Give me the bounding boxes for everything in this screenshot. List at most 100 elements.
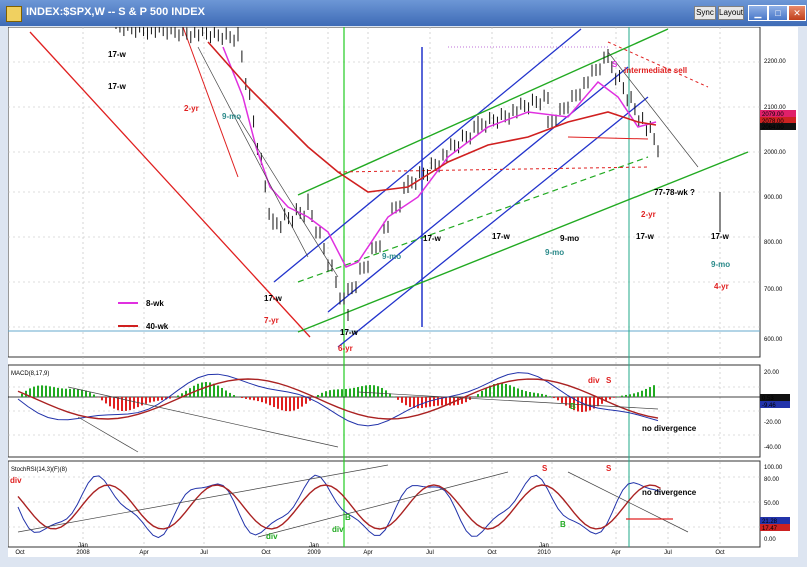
stoch-axis-tick: 50.00 [764, 501, 780, 507]
legend-40wk-label: 40-wk [146, 322, 169, 331]
stoch-annotation-b: B [560, 520, 566, 529]
macd-annotation-no-divergence: no divergence [642, 424, 697, 433]
stoch-annotation-s: S [606, 464, 612, 473]
price-annotation-label: 17-w [636, 232, 655, 241]
x-axis-subtick: Jan [309, 543, 319, 549]
ma-40wk-line [207, 41, 657, 193]
x-axis-tick: Jul [426, 550, 434, 556]
price-axis-tick: 800.00 [764, 240, 783, 246]
stoch-annotation-no-divergence: no divergence [642, 488, 697, 497]
price-marker-value: 2064.00 [762, 125, 784, 131]
legend-8wk-label: 8-wk [146, 299, 164, 308]
price-axis-tick: 2000.00 [764, 150, 786, 156]
price-annotation-label: 17-w [492, 232, 511, 241]
stoch-axis-tick: 80.00 [764, 477, 780, 483]
price-annotation-label: 9-mo [560, 234, 579, 243]
x-axis-tick: Oct [15, 550, 25, 556]
macd-annotation-div: div [588, 376, 600, 385]
price-annotation-label: 7-yr [264, 316, 279, 325]
x-axis-subtick: Jan [539, 543, 549, 549]
price-annotation-label: 17-w [423, 234, 442, 243]
green-channel-lower [297, 151, 749, 333]
x-axis-tick: Oct [487, 550, 497, 556]
stoch-annotation-b: B [345, 513, 351, 522]
trend-thin-line [607, 51, 699, 168]
macd-signal-line [17, 372, 659, 427]
price-axis-tick: 900.00 [764, 195, 783, 201]
red-downtrend-line-inner [182, 27, 239, 178]
window-titlebar: INDEX:$SPX,W -- S & P 500 INDEX Sync Lay… [0, 0, 807, 26]
x-axis-tick: 2009 [307, 550, 321, 556]
macd-line [17, 378, 659, 420]
macd-marker-value: 0.53 [762, 396, 774, 402]
x-axis-tick: 2010 [537, 550, 551, 556]
chart-svg: 2200.00 2100.00 2000.00 900.00 800.00 700.00 6… [8, 27, 796, 556]
red-downtrend-line [29, 31, 311, 338]
price-annotation-label: 17-w [108, 50, 127, 59]
price-annotation-label: 9-mo [382, 252, 401, 261]
stoch-annotation-div: div [266, 532, 278, 541]
stoch-panel-border [8, 460, 761, 548]
price-annotation-label: 17-w [340, 328, 359, 337]
stoch-marker-value: 17.47 [762, 526, 778, 532]
maximize-button[interactable]: □ [768, 5, 788, 21]
stoch-trend-line [257, 471, 509, 538]
x-axis-tick: Apr [363, 550, 372, 556]
layout-button[interactable]: Layout [718, 6, 744, 20]
price-annotation-label: 17-w [711, 232, 730, 241]
price-annotation-label: 77-78-wk ? [654, 188, 695, 197]
price-axis-tick: 2100.00 [764, 105, 786, 111]
x-axis-tick: Apr [611, 550, 620, 556]
price-marker-value: 2078.00 [762, 119, 784, 125]
macd-indicator-label: MACD(8,17,9) [11, 371, 49, 377]
price-annotation-label: 2-yr [641, 210, 656, 219]
price-annotation-label: 9-mo [545, 248, 564, 257]
stoch-marker-value: 21.28 [762, 519, 778, 525]
macd-marker-value: -9.46 [762, 403, 776, 409]
macd-axis-tick: -40.00 [764, 445, 782, 451]
price-annotation-label: 9-mo [711, 260, 730, 269]
price-annotation-label: 2-yr [184, 104, 199, 113]
price-marker-box [760, 123, 796, 130]
red-horizontal-line [567, 136, 649, 140]
close-button[interactable]: ✕ [788, 5, 806, 21]
macd-axis-tick: 20.00 [764, 370, 780, 376]
price-marker-value: 2079.00 [762, 112, 784, 118]
window-title: INDEX:$SPX,W -- S & P 500 INDEX [26, 6, 205, 18]
x-axis-tick: Jul [664, 550, 672, 556]
x-axis-tick: Jul [200, 550, 208, 556]
chart-plot-area: 2200.00 2100.00 2000.00 900.00 800.00 700.00 6… [8, 27, 798, 557]
stoch-marker-box [760, 517, 790, 524]
stoch-annotation-div: div [332, 525, 344, 534]
blue-channel-lower [327, 66, 629, 313]
app-icon [6, 6, 22, 22]
x-axis-tick: 2008 [76, 550, 90, 556]
macd-marker-box [760, 394, 790, 401]
red-dashed-resistance [337, 166, 649, 173]
stoch-slow-line [17, 484, 661, 530]
macd-trend-line [67, 386, 339, 448]
stoch-trend-line [567, 471, 689, 533]
stoch-fast-line [17, 474, 661, 539]
x-axis-tick: Apr [139, 550, 148, 556]
blue-channel-upper [273, 28, 582, 283]
price-marker-box [760, 110, 796, 117]
stoch-trend-line [17, 464, 389, 533]
macd-marker-box [760, 401, 790, 408]
price-annotation-label: 6-yr [338, 344, 353, 353]
macd-trend-line [357, 391, 659, 410]
stoch-annotation-s: S [542, 464, 548, 473]
blue-channel-base [337, 96, 649, 348]
ma-8wk-line [222, 46, 657, 268]
minimize-button[interactable]: ▁ [748, 5, 768, 21]
red-dashed-top [607, 41, 709, 88]
stoch-indicator-label: StochRSI(14,3)(F)(8) [11, 467, 67, 473]
price-annotation-label: 4-yr [714, 282, 729, 291]
sync-button[interactable]: Sync [694, 6, 716, 20]
price-axis-tick: 700.00 [764, 287, 783, 293]
x-axis-subtick: Jan [78, 543, 88, 549]
price-annotation-label: 17-w [264, 294, 283, 303]
price-axis-tick: 600.00 [764, 337, 783, 343]
macd-trend-line [77, 416, 139, 453]
